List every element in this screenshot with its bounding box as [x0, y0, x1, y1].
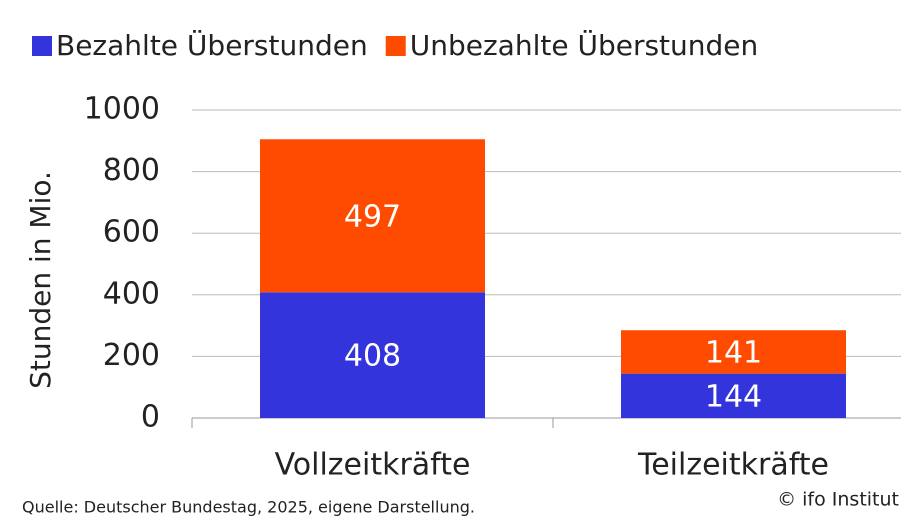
- y-tick-label: 0: [141, 400, 160, 435]
- y-tick-label: 200: [103, 338, 160, 373]
- legend-swatch: [385, 36, 406, 56]
- y-tick-label: 800: [103, 153, 160, 188]
- credit: © ifo Institut: [777, 489, 899, 511]
- legend-swatch: [32, 36, 52, 56]
- y-tick-label: 1000: [84, 92, 160, 127]
- data-label: 497: [344, 199, 401, 234]
- legend-label: Bezahlte Überstunden: [56, 28, 368, 62]
- bar-segment: [260, 292, 485, 418]
- bar-segment: [621, 373, 846, 418]
- y-tick-label: 600: [103, 215, 160, 250]
- x-tick-label: Teilzeitkräfte: [637, 448, 829, 483]
- data-label: 408: [344, 339, 401, 374]
- y-tick-label: 400: [103, 276, 160, 311]
- bar-segment: [260, 139, 485, 293]
- bar-segment: [621, 330, 846, 374]
- data-label: 144: [705, 379, 762, 414]
- legend-label: Unbezahlte Überstunden: [410, 28, 759, 62]
- source: Quelle: Deutscher Bundestag, 2025, eigen…: [22, 498, 475, 517]
- data-label: 141: [705, 335, 762, 370]
- y-axis-label: Stunden in Mio.: [24, 171, 57, 389]
- x-tick-label: Vollzeitkräfte: [275, 448, 471, 483]
